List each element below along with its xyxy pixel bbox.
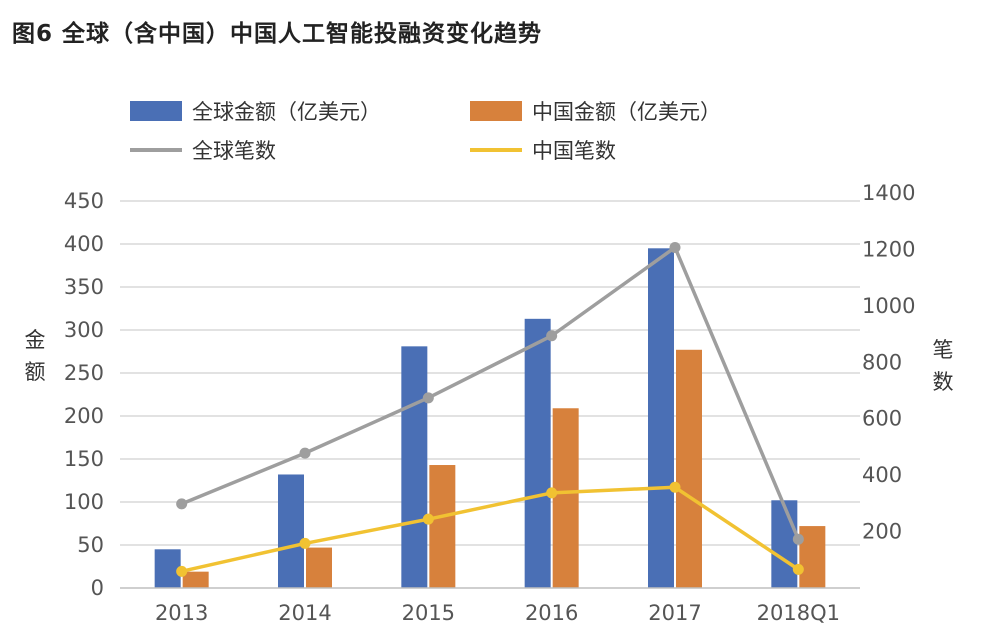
x-tick-label: 2016: [525, 601, 578, 625]
legend-label: 中国笔数: [532, 139, 616, 163]
point-2013: [176, 565, 188, 577]
y-right-tick-label: 800: [862, 350, 902, 374]
bar-2013-china: [182, 571, 209, 588]
y-left-axis-title: 金额: [25, 328, 46, 384]
bar-2016-global: [524, 318, 551, 588]
y-left-tick-label: 250: [64, 361, 104, 385]
bar-2014-global: [278, 474, 304, 588]
legend-label: 全球笔数: [192, 139, 276, 163]
y-right-tick-label: 600: [862, 407, 902, 431]
y-left-tick-label: 200: [64, 404, 104, 428]
y-right-tick-label: 400: [862, 463, 902, 487]
x-tick-label: 2017: [648, 601, 701, 625]
bar-2015-global: [401, 346, 428, 588]
point-2013: [176, 498, 188, 510]
point-2016: [546, 330, 558, 342]
y-right-tick-label: 1000: [862, 294, 915, 318]
legend-swatch: [470, 101, 522, 121]
bar-2017-global: [648, 248, 674, 589]
bar-2015-china: [429, 465, 456, 588]
legend-label: 全球金额（亿美元）: [192, 100, 381, 124]
x-tick-label: 2018Q1: [757, 601, 840, 625]
bar-2016-china: [552, 408, 579, 588]
gridlines: [120, 200, 860, 546]
y-right-tick-label: 1200: [862, 237, 915, 261]
bar-2018Q1-global: [771, 500, 798, 588]
point-2014: [299, 447, 311, 459]
bars: [154, 248, 826, 589]
bar-2018Q1-china: [799, 526, 826, 588]
y-left-tick-label: 50: [77, 533, 104, 557]
lines: [176, 241, 804, 577]
x-tick-label: 2014: [278, 601, 331, 625]
y-left-tick-label: 350: [64, 275, 104, 299]
point-2015: [422, 513, 434, 525]
legend: 全球金额（亿美元） 中国金额（亿美元） 全球笔数 中国笔数: [130, 100, 721, 163]
point-2016: [546, 487, 558, 499]
legend-label: 中国金额（亿美元）: [532, 100, 721, 124]
axes: 0 50 100 150 200 250 300 350 400 450 200 400 600 800 1…: [25, 181, 954, 625]
y-left-tick-label: 100: [64, 490, 104, 514]
y-right-tick-label: 200: [862, 520, 902, 544]
bar-2017-china: [676, 349, 702, 588]
point-2018Q1: [792, 533, 804, 545]
x-tick-label: 2013: [155, 601, 208, 625]
y-left-tick-label: 300: [64, 318, 104, 342]
line-china-count: [181, 485, 800, 574]
bar-2013-global: [154, 549, 181, 588]
point-2017: [669, 481, 681, 493]
y-right-tick-label: 1400: [862, 181, 915, 205]
point-2018Q1: [792, 563, 804, 575]
y-right-axis-title: 笔数: [933, 338, 954, 394]
chart-title: 图6 全球（含中国）中国人工智能投融资变化趋势: [12, 21, 543, 47]
x-tick-label: 2015: [402, 601, 455, 625]
point-2015: [422, 392, 434, 404]
bar-2014-china: [306, 547, 332, 588]
y-left-tick-label: 450: [64, 189, 104, 213]
y-left-tick-label: 400: [64, 232, 104, 256]
line-global-count: [181, 245, 800, 540]
y-left-tick-label: 0: [91, 576, 104, 600]
point-2017: [669, 241, 681, 253]
y-left-tick-label: 150: [64, 447, 104, 471]
legend-swatch: [130, 101, 182, 121]
point-2014: [299, 537, 311, 549]
